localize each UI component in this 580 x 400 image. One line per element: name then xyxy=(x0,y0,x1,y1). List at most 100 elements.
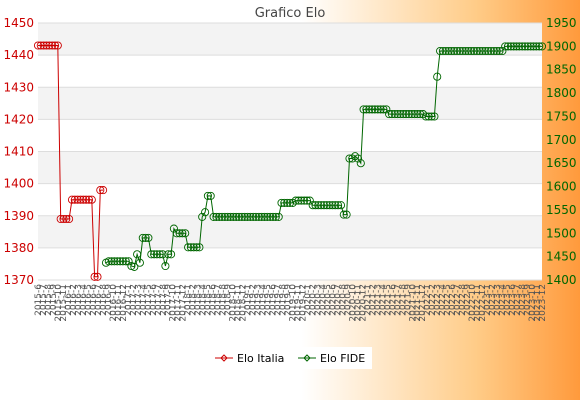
x-tick-label: 2015-10 xyxy=(54,284,64,322)
data-point-elo-italia xyxy=(73,195,82,204)
data-point-elo-italia xyxy=(56,214,65,224)
x-tick-label: 2019-4 xyxy=(259,284,269,316)
data-point-elo-italia xyxy=(82,195,91,204)
data-point-elo-fide xyxy=(135,258,144,267)
x-tick-label: 2018-3 xyxy=(194,284,204,316)
data-point-elo-fide xyxy=(506,42,515,51)
x-tick-label: 2020-5 xyxy=(323,284,333,316)
right-tick-label: 1750 xyxy=(546,109,577,123)
x-tick-label: 2020-3 xyxy=(313,284,323,316)
data-point-elo-fide xyxy=(382,105,391,114)
data-point-elo-fide xyxy=(402,110,411,119)
left-tick-label: 1380 xyxy=(3,241,34,255)
data-point-elo-fide xyxy=(353,154,363,163)
x-tick-label: 2022-7 xyxy=(453,284,463,316)
x-tick-label: 2017-1 xyxy=(124,284,134,316)
x-tick-label: 2016-9 xyxy=(104,284,114,316)
data-point-elo-fide xyxy=(274,212,283,221)
x-tick-label: 2017-5 xyxy=(144,284,154,316)
data-point-elo-fide xyxy=(226,212,235,221)
data-point-elo-fide xyxy=(317,201,326,210)
x-tick-label: 2018-10 xyxy=(229,284,239,322)
plot-band xyxy=(38,215,542,248)
data-point-elo-fide xyxy=(308,201,317,210)
x-tick-label: 2019-6 xyxy=(269,284,279,316)
data-point-elo-fide xyxy=(192,243,201,252)
data-point-elo-fide xyxy=(150,250,159,259)
right-tick-label: 1650 xyxy=(546,156,577,170)
x-tick-label: 2018-5 xyxy=(204,284,214,316)
data-point-elo-fide xyxy=(467,46,476,56)
right-tick-label: 1450 xyxy=(546,250,577,264)
x-tick-label: 2016-7 xyxy=(94,284,104,316)
data-point-elo-fide xyxy=(396,110,405,119)
data-point-elo-italia xyxy=(48,41,57,50)
left-tick-label: 1440 xyxy=(3,48,34,62)
x-tick-label: 2017-10 xyxy=(169,284,179,322)
x-tick-label: 2022-12 xyxy=(478,284,488,322)
right-tick-label: 1500 xyxy=(546,226,577,240)
data-point-elo-fide xyxy=(441,46,450,56)
data-point-elo-fide xyxy=(209,212,218,221)
data-point-elo-fide xyxy=(155,250,164,259)
x-tick-label: 2015-11 xyxy=(59,284,69,322)
x-tick-label: 2021-1 xyxy=(363,284,373,316)
data-point-elo-fide xyxy=(518,42,527,51)
x-axis-ticks: 2015-62015-72015-82015-92015-102015-1120… xyxy=(34,284,548,322)
data-point-elo-italia xyxy=(36,41,45,50)
data-point-elo-fide xyxy=(370,105,379,114)
data-point-elo-fide xyxy=(339,210,348,219)
data-point-elo-fide xyxy=(376,105,385,114)
data-point-elo-fide xyxy=(147,250,156,259)
plot-band xyxy=(38,151,542,184)
data-point-elo-fide xyxy=(433,72,442,81)
x-tick-label: 2022-8 xyxy=(458,284,468,316)
x-tick-label: 2020-8 xyxy=(338,284,348,316)
x-tick-label: 2022-10 xyxy=(468,284,478,322)
legend: Elo Italia Elo FIDE xyxy=(210,347,372,369)
x-tick-label: 2020-7 xyxy=(333,284,343,316)
data-point-elo-fide xyxy=(184,243,193,252)
data-point-elo-fide xyxy=(305,196,314,205)
data-point-elo-fide xyxy=(351,152,360,161)
data-point-elo-fide xyxy=(404,110,413,119)
legend-item-elo-italia: Elo Italia xyxy=(215,352,284,365)
data-point-elo-fide xyxy=(450,46,459,56)
data-point-elo-italia xyxy=(45,41,54,50)
right-tick-label: 1800 xyxy=(546,86,577,100)
data-point-elo-fide xyxy=(512,42,521,51)
data-point-elo-fide xyxy=(300,196,309,205)
data-point-elo-italia xyxy=(90,272,99,281)
x-tick-label: 2023-3 xyxy=(493,284,503,316)
data-point-elo-fide xyxy=(215,212,224,221)
data-point-elo-italia xyxy=(39,41,48,50)
data-point-elo-fide xyxy=(532,42,541,51)
left-axis-ticks: 1370 1380 1390 1400 1410 1420 1430 1440 1450 xyxy=(3,16,34,287)
x-tick-label: 2017-6 xyxy=(149,284,159,316)
data-point-elo-fide xyxy=(263,212,272,221)
x-tick-label: 2021-8 xyxy=(398,284,408,316)
data-point-elo-fide xyxy=(424,112,433,121)
x-tick-label: 2021-7 xyxy=(393,284,403,316)
data-point-elo-fide xyxy=(503,42,513,51)
x-tick-label: 2019-7 xyxy=(274,284,284,316)
data-point-elo-italia xyxy=(67,195,77,204)
data-point-elo-fide xyxy=(198,212,207,221)
x-tick-label: 2020-12 xyxy=(358,284,368,322)
x-tick-label: 2021-6 xyxy=(388,284,398,316)
data-point-elo-fide xyxy=(243,212,252,221)
x-tick-label: 2016-1 xyxy=(64,284,74,316)
data-point-elo-fide xyxy=(237,212,246,221)
legend-marker-elo-fide xyxy=(303,354,311,362)
x-tick-label: 2020-11 xyxy=(353,284,363,322)
x-tick-label: 2021-5 xyxy=(383,284,393,316)
data-point-elo-fide xyxy=(413,110,422,119)
data-point-elo-fide xyxy=(416,110,425,119)
x-tick-label: 2016-8 xyxy=(99,284,109,316)
x-tick-label: 2022-2 xyxy=(428,284,438,316)
x-tick-label: 2015-6 xyxy=(34,284,44,316)
series-layer xyxy=(33,41,547,281)
x-tick-label: 2023-8 xyxy=(518,284,528,316)
data-point-elo-fide xyxy=(104,257,113,266)
